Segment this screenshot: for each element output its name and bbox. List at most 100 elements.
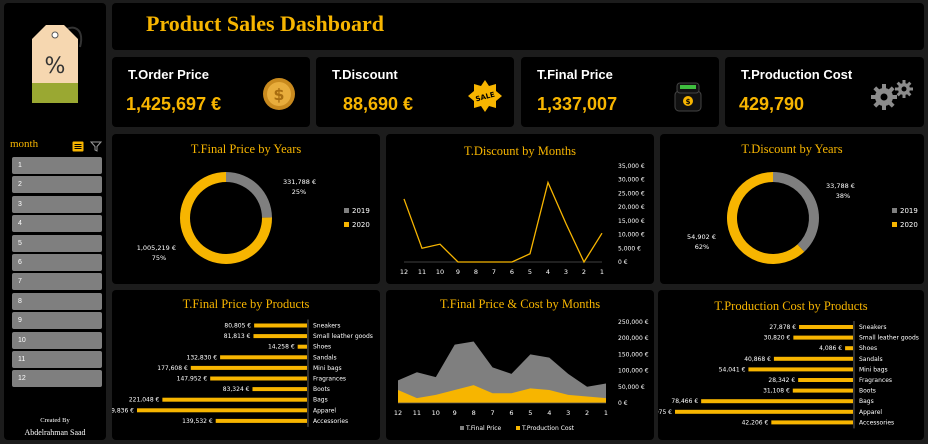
category-label: Sneakers bbox=[859, 324, 887, 331]
donut-slice-2019 bbox=[773, 172, 819, 252]
slicer-item-month[interactable]: 12 bbox=[12, 370, 102, 388]
x-tick-label: 12 bbox=[394, 409, 402, 417]
x-tick-label: 3 bbox=[564, 268, 568, 276]
kpi-card-discount: T.Discount 88,690 € SALE bbox=[316, 57, 514, 127]
category-label: Sneakers bbox=[313, 323, 341, 330]
bar-value-label: 91,975 € bbox=[658, 409, 672, 416]
bar-value-label: 259,836 € bbox=[112, 407, 134, 414]
x-tick-label: 6 bbox=[509, 409, 513, 417]
svg-text:$: $ bbox=[273, 85, 284, 104]
slice-value-label: 33,788 € bbox=[826, 182, 855, 190]
y-tick-label: 0 € bbox=[618, 400, 628, 407]
chart-discount-by-years: T.Discount by Years 33,788 € 38% 54,902 € 6… bbox=[660, 134, 924, 284]
slicer-item-month[interactable]: 11 bbox=[12, 350, 102, 368]
chart-final-price-by-years: T.Final Price by Years 331,788 € 25% 1,005… bbox=[112, 134, 380, 284]
kpi-label: T.Production Cost bbox=[741, 67, 853, 82]
clear-filter-icon[interactable] bbox=[89, 139, 103, 152]
coin-icon: $ bbox=[262, 77, 296, 116]
bar-value-label: 31,108 € bbox=[763, 388, 790, 395]
bar-value-label: 221,048 € bbox=[129, 397, 160, 404]
category-label: Mini bags bbox=[859, 366, 888, 373]
slice-percent-label: 38% bbox=[836, 192, 850, 200]
slicer-item-month[interactable]: 2 bbox=[12, 176, 102, 194]
y-tick-label: 15,000 € bbox=[618, 218, 645, 225]
slicer-item-month[interactable]: 8 bbox=[12, 292, 102, 310]
sale-badge-icon: SALE bbox=[468, 79, 502, 118]
category-label: Sandals bbox=[313, 354, 337, 361]
kpi-card-final-price: T.Final Price 1,337,007 $ bbox=[521, 57, 719, 127]
slicer-item-month[interactable]: 9 bbox=[12, 312, 102, 330]
kpi-value: 1,337,007 bbox=[537, 94, 618, 114]
bar-small-leather-goods bbox=[793, 335, 853, 340]
x-tick-label: 6 bbox=[510, 268, 514, 276]
category-label: Apparel bbox=[859, 409, 882, 416]
legend-swatch bbox=[460, 426, 464, 430]
slice-percent-label: 75% bbox=[152, 254, 166, 262]
bar-small-leather-goods bbox=[253, 334, 307, 339]
slicer-item-month[interactable]: 5 bbox=[12, 234, 102, 252]
x-tick-label: 3 bbox=[566, 409, 570, 417]
x-tick-label: 5 bbox=[528, 409, 532, 417]
x-tick-label: 2 bbox=[582, 268, 586, 276]
bar-sneakers bbox=[254, 323, 307, 328]
slicer-item-month[interactable]: 4 bbox=[12, 215, 102, 233]
x-tick-label: 10 bbox=[432, 409, 440, 417]
category-label: Shoes bbox=[313, 344, 331, 351]
bar-value-label: 132,830 € bbox=[187, 354, 218, 361]
donut-slice-2020 bbox=[727, 172, 805, 264]
bar-sandals bbox=[773, 356, 853, 361]
legend-label: T.Production Cost bbox=[521, 425, 575, 432]
slice-value-label: 331,788 € bbox=[283, 178, 316, 186]
dashboard-title: Product Sales Dashboard bbox=[146, 11, 384, 36]
category-label: Boots bbox=[859, 388, 876, 395]
category-label: Sandals bbox=[859, 356, 883, 363]
y-tick-label: 100,000 € bbox=[618, 368, 649, 375]
y-tick-label: 20,000 € bbox=[618, 204, 645, 211]
chart-final-price-cost-by-months: T.Final Price & Cost by Months 250,000 €… bbox=[386, 290, 654, 440]
bar-boots bbox=[252, 387, 307, 392]
slicer-item-month[interactable]: 3 bbox=[12, 195, 102, 213]
bar-value-label: 81,813 € bbox=[224, 333, 251, 340]
kpi-value: 1,425,697 € bbox=[126, 94, 222, 114]
slice-value-label: 1,005,219 € bbox=[137, 244, 176, 252]
kpi-card-production-cost: T.Production Cost 429,790 bbox=[725, 57, 924, 127]
slicer-item-month[interactable]: 10 bbox=[12, 331, 102, 349]
bar-bags bbox=[701, 399, 853, 404]
x-tick-label: 9 bbox=[456, 268, 460, 276]
chart-title: T.Production Cost by Products bbox=[714, 299, 868, 313]
month-slicer-title: month bbox=[10, 138, 39, 150]
x-tick-label: 1 bbox=[604, 409, 608, 417]
chart-title: T.Final Price by Years bbox=[190, 142, 302, 156]
chart-title: T.Discount by Years bbox=[741, 142, 843, 156]
bar-apparel bbox=[137, 408, 307, 413]
category-label: Small leather goods bbox=[859, 335, 919, 342]
bar-value-label: 4,086 € bbox=[819, 345, 842, 352]
x-tick-label: 11 bbox=[418, 268, 426, 276]
slice-percent-label: 62% bbox=[695, 243, 709, 251]
x-tick-label: 8 bbox=[472, 409, 476, 417]
bar-value-label: 40,868 € bbox=[744, 356, 771, 363]
category-label: Fragrances bbox=[313, 376, 346, 383]
slicer-item-month[interactable]: 1 bbox=[12, 157, 102, 174]
bar-value-label: 54,041 € bbox=[719, 366, 746, 373]
bar-value-label: 83,324 € bbox=[223, 386, 250, 393]
kpi-value: 88,690 € bbox=[343, 94, 414, 114]
x-tick-label: 7 bbox=[490, 409, 494, 417]
bar-mini-bags bbox=[190, 365, 307, 370]
y-tick-label: 0 € bbox=[618, 259, 628, 266]
bar-value-label: 27,878 € bbox=[769, 324, 796, 331]
chart-production-cost-by-products: T.Production Cost by Products 27,878 € Sn… bbox=[658, 290, 924, 440]
slicer-item-month[interactable]: 6 bbox=[12, 253, 102, 271]
multi-select-icon[interactable] bbox=[72, 139, 84, 152]
author-name: Abdelrahman Saad bbox=[24, 428, 86, 437]
x-tick-label: 2 bbox=[585, 409, 589, 417]
chart-title: T.Final Price & Cost by Months bbox=[439, 297, 601, 311]
category-label: Mini bags bbox=[313, 365, 342, 372]
svg-text:$: $ bbox=[686, 98, 691, 106]
x-tick-label: 4 bbox=[546, 268, 550, 276]
chart-title: T.Discount by Months bbox=[464, 144, 576, 158]
kpi-label: T.Discount bbox=[332, 67, 398, 82]
chart-discount-by-months: T.Discount by Months 35,000 €30,000 €25,… bbox=[386, 134, 654, 284]
legend-label: 2019 bbox=[900, 207, 918, 215]
slicer-item-month[interactable]: 7 bbox=[12, 273, 102, 291]
